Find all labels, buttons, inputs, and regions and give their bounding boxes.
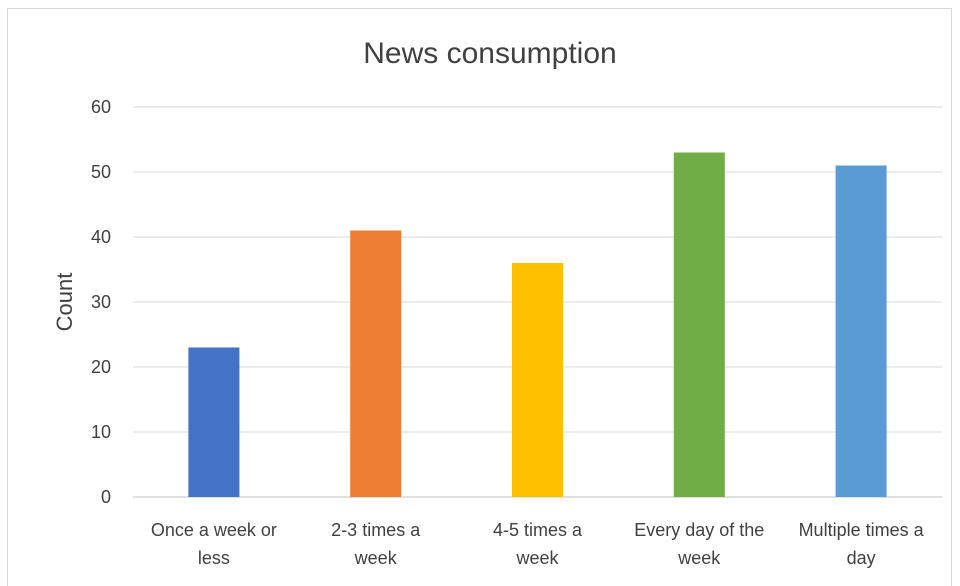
x-tick-label: 2-3 times a week [331, 520, 421, 568]
bar [673, 152, 725, 497]
y-tick-label: 30 [91, 292, 111, 312]
x-tick-label: Once a week or less [151, 520, 277, 568]
chart-title: News consumption [363, 37, 616, 70]
y-tick-labels: 0 10 20 30 40 50 60 [91, 97, 111, 507]
bars [188, 152, 887, 497]
x-tick-label: 4-5 times a week [493, 520, 583, 568]
y-tick-label: 40 [91, 227, 111, 247]
y-tick-label: 20 [91, 357, 111, 377]
y-tick-label: 50 [91, 162, 111, 182]
y-tick-label: 10 [91, 422, 111, 442]
chart-frame [7, 8, 952, 586]
bar [835, 165, 887, 497]
y-axis-label: Count [52, 273, 77, 332]
bar [188, 347, 240, 497]
x-tick-label: Multiple times a day [799, 520, 925, 568]
y-tick-label: 60 [91, 97, 111, 117]
y-tick-label: 0 [101, 487, 111, 507]
bar [350, 230, 402, 497]
bar [512, 263, 563, 497]
x-tick-label: Every day of the week [634, 520, 764, 568]
x-tick-labels: Once a week or less 2-3 times a week 4-5 tim… [151, 520, 925, 568]
